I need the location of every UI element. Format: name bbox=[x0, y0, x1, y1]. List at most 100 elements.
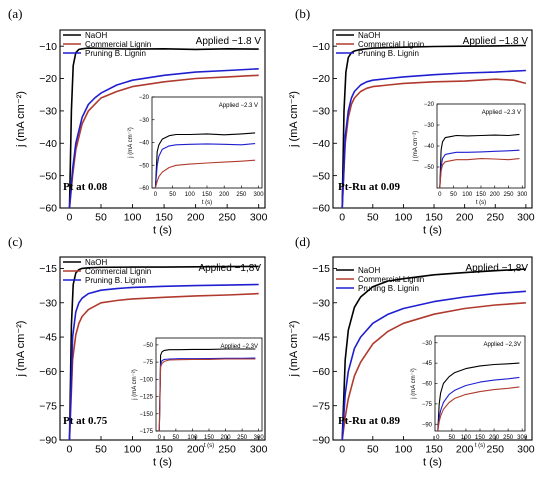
inset-x-axis-label: t (s) bbox=[204, 443, 214, 449]
inset-x-tick-label: 200 bbox=[489, 435, 500, 441]
main-y-tick-label: −30 bbox=[39, 297, 57, 309]
inset-series-group bbox=[437, 362, 520, 431]
main-x-tick-label: 200 bbox=[187, 444, 205, 456]
inset-series-line-series-1 bbox=[154, 143, 256, 188]
inset-applied-voltage-annotation: Applied −2,3V bbox=[483, 342, 521, 348]
inset-series-line-series-1 bbox=[158, 357, 256, 431]
inset-plot-frame bbox=[151, 96, 263, 189]
main-x-tick-label: 50 bbox=[95, 212, 107, 224]
main-y-tick-label: −10 bbox=[312, 41, 330, 53]
main-x-axis-label: t (s) bbox=[423, 225, 442, 237]
main-x-axis-label: t (s) bbox=[423, 457, 442, 469]
inset-y-tick-label: −45 bbox=[422, 361, 433, 367]
inset-x-axis-label: t (s) bbox=[475, 443, 485, 449]
inset-y-axis-label: j (mA cm⁻²) bbox=[411, 368, 417, 400]
inset-x-tick-label: 50 bbox=[173, 435, 180, 441]
main-x-tick-label: 150 bbox=[155, 212, 173, 224]
main-x-tick-label: 100 bbox=[124, 212, 142, 224]
main-y-tick-label: −30 bbox=[312, 106, 330, 118]
main-series-group bbox=[341, 268, 526, 440]
inset-y-tick-label: −50 bbox=[424, 165, 435, 171]
main-y-tick-label: −15 bbox=[312, 263, 330, 275]
main-x-tick-label: 0 bbox=[67, 444, 73, 456]
main-x-tick-label: 150 bbox=[425, 444, 443, 456]
inset-series-group bbox=[439, 133, 520, 188]
inset-y-axis-label: j (mA cm⁻²) bbox=[413, 131, 419, 163]
main-x-tick-label: 0 bbox=[339, 444, 345, 456]
inset-chart: 0 50 100 150 200 250 300 −50 −75 −100 −125 −150 −175… bbox=[132, 337, 264, 449]
inset-x-tick-label: 300 bbox=[254, 192, 265, 198]
legend-entry: Pruning B. Lignin bbox=[358, 284, 419, 293]
main-series-line-commercial-lignin bbox=[341, 302, 526, 440]
main-y-tick-label: −60 bbox=[39, 203, 57, 215]
main-y-tick-label: −45 bbox=[39, 332, 57, 344]
legend-entry: NaOH bbox=[85, 258, 107, 267]
inset-y-tick-label: −75 bbox=[422, 402, 433, 408]
main-y-tick-label: −60 bbox=[39, 366, 57, 378]
inset-x-axis-label: t (s) bbox=[476, 200, 486, 206]
inset-x-tick-label: 100 bbox=[187, 435, 198, 441]
inset-x-tick-label: 0 bbox=[438, 192, 442, 198]
main-y-tick-label: −15 bbox=[39, 263, 57, 275]
panel-d: (d)0 50 100 150 200 250 300−15−30−45−60−75−90t… bbox=[288, 234, 535, 469]
main-series-line-naoh bbox=[341, 268, 526, 440]
main-y-axis-label: j (mA cm⁻²) bbox=[15, 91, 27, 148]
inset-x-tick-label: 150 bbox=[202, 192, 213, 198]
inset-y-tick-label: −100 bbox=[139, 377, 153, 383]
main-x-tick-label: 50 bbox=[95, 444, 107, 456]
inset-x-tick-label: 0 bbox=[154, 192, 158, 198]
inset-series-line-series-2 bbox=[154, 159, 256, 188]
inset-x-tick-label: 100 bbox=[185, 192, 196, 198]
electrode-loading-label: Pt at 0.08 bbox=[63, 181, 108, 193]
main-series-group bbox=[341, 44, 527, 208]
main-applied-voltage-annotation: Applied −1,8V bbox=[465, 263, 528, 274]
inset-y-tick-label: −125 bbox=[139, 395, 153, 401]
inset-x-tick-label: 300 bbox=[517, 192, 528, 198]
inset-y-tick-label: −75 bbox=[143, 360, 154, 366]
inset-series-line-series-0 bbox=[437, 362, 520, 431]
inset-y-tick-label: −30 bbox=[139, 118, 150, 124]
main-y-tick-label: −50 bbox=[312, 170, 330, 182]
panel-label: (b) bbox=[295, 6, 310, 21]
inset-x-tick-label: 100 bbox=[461, 435, 472, 441]
inset-chart: 0 50 100 150 200 250 300 −20 −30 −40 −50 t (s) j (mA… bbox=[413, 102, 528, 206]
inset-plot-frame bbox=[155, 337, 263, 432]
main-applied-voltage-annotation: Applied −1,8V bbox=[198, 263, 261, 274]
main-series-line-naoh bbox=[68, 47, 259, 208]
main-x-tick-label: 50 bbox=[367, 444, 379, 456]
inset-y-tick-label: −30 bbox=[422, 341, 433, 347]
main-x-tick-label: 250 bbox=[486, 212, 504, 224]
main-y-tick-label: −20 bbox=[39, 73, 57, 85]
main-x-tick-label: 200 bbox=[456, 212, 474, 224]
electrode-loading-label: Pt-Ru at 0.09 bbox=[338, 181, 401, 193]
inset-y-tick-label: −30 bbox=[424, 123, 435, 129]
inset-y-axis-label: j (mA cm⁻²) bbox=[128, 127, 134, 159]
inset-y-axis-label: j (mA cm⁻²) bbox=[132, 369, 138, 401]
panel-a: (a) 0 50 100 150 200 250 300 −10 −20 −30 −40 −50 −60 t… bbox=[8, 6, 268, 237]
main-y-axis-label: j (mA cm⁻²) bbox=[288, 91, 300, 148]
inset-x-tick-label: 100 bbox=[462, 192, 473, 198]
main-y-tick-label: −30 bbox=[39, 106, 57, 118]
inset-x-tick-label: 250 bbox=[236, 192, 247, 198]
inset-series-line-series-0 bbox=[154, 132, 256, 188]
legend-entry: NaOH bbox=[85, 31, 107, 40]
legend-entry: Commercial Lignin bbox=[85, 40, 151, 49]
main-x-tick-label: 100 bbox=[124, 444, 142, 456]
main-x-tick-label: 300 bbox=[250, 212, 268, 224]
inset-y-tick-label: −40 bbox=[139, 141, 150, 147]
legend-entry: Pruning B. Lignin bbox=[85, 276, 146, 285]
main-series-line-commercial-lignin bbox=[341, 78, 527, 208]
main-x-tick-label: 0 bbox=[339, 212, 345, 224]
panel-c: (c)0 50 100 150 200 250 300−15−30−45−60−75−90t… bbox=[8, 234, 268, 469]
inset-series-line-series-1 bbox=[437, 376, 520, 431]
main-x-tick-label: 300 bbox=[250, 444, 268, 456]
inset-x-tick-label: 150 bbox=[476, 192, 487, 198]
main-y-tick-label: −75 bbox=[39, 400, 57, 412]
main-y-axis-label: j (mA cm⁻²) bbox=[288, 321, 300, 378]
main-series-line-pruning-b-lignin bbox=[68, 68, 259, 208]
main-applied-voltage-annotation: Applied −1.8 V bbox=[463, 36, 529, 47]
